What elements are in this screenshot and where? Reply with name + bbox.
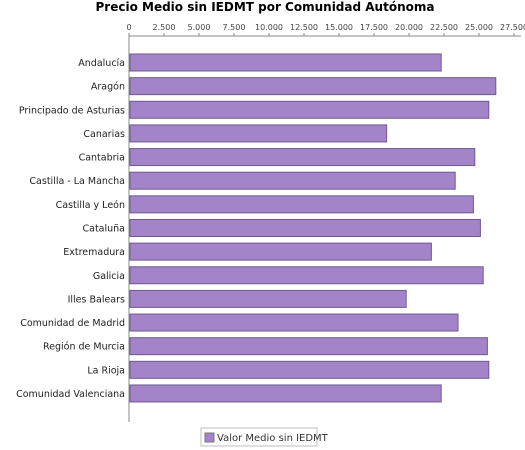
bar <box>129 77 497 96</box>
category-label: Castilla y León <box>56 200 125 211</box>
x-axis: 0 2.500 5.000 7.500 10.000 12.500 15.000 17.500… <box>126 23 525 37</box>
x-tick-label: 0 <box>126 23 131 32</box>
bar <box>129 266 484 285</box>
x-tick-label: 5.000 <box>188 23 211 32</box>
legend-box <box>200 427 318 447</box>
category-label: Comunidad de Madrid <box>20 318 125 329</box>
category-labels: Andalucía Aragón Principado de Asturias Can… <box>16 58 125 400</box>
category-label: Andalucía <box>78 58 125 69</box>
category-label: Canarias <box>83 129 125 140</box>
category-label: Illes Balears <box>68 294 125 305</box>
bar-series <box>129 53 497 403</box>
bar <box>129 148 476 167</box>
bar <box>129 53 442 72</box>
bar <box>129 218 481 237</box>
bar <box>129 337 488 356</box>
x-tick-label: 15.000 <box>325 23 353 32</box>
bar <box>129 100 490 119</box>
x-tick-label: 22.500 <box>430 23 458 32</box>
category-label: Principado de Asturias <box>19 105 125 116</box>
bar <box>129 289 407 308</box>
category-label: Región de Murcia <box>43 342 125 353</box>
category-label: Castilla - La Mancha <box>29 176 125 187</box>
category-label: Cataluña <box>82 223 125 234</box>
legend-label: Valor Medio sin IEDMT <box>217 433 329 444</box>
bar <box>129 195 474 214</box>
category-label: Comunidad Valenciana <box>16 389 125 400</box>
bar <box>129 360 490 379</box>
bar <box>129 171 456 190</box>
category-label: Galicia <box>93 271 125 282</box>
category-label: La Rioja <box>87 365 125 376</box>
x-tick-label: 7.500 <box>223 23 246 32</box>
x-tick-label: 25.000 <box>465 23 493 32</box>
x-tick-label: 27.500 <box>500 23 525 32</box>
legend-swatch <box>204 432 215 443</box>
bar <box>129 242 432 261</box>
category-label: Aragón <box>91 82 125 93</box>
bar <box>129 384 442 403</box>
x-tick-label: 20.000 <box>395 23 423 32</box>
x-tick-label: 10.000 <box>255 23 283 32</box>
bar <box>129 313 459 332</box>
category-label: Extremadura <box>63 247 125 258</box>
chart-title: Precio Medio sin IEDMT por Comunidad Aut… <box>96 0 435 14</box>
x-tick-label: 12.500 <box>290 23 318 32</box>
legend: Valor Medio sin IEDMT <box>200 427 329 447</box>
x-tick-label: 2.500 <box>153 23 176 32</box>
category-label: Cantabria <box>79 153 125 164</box>
x-tick-label: 17.500 <box>360 23 388 32</box>
bar <box>129 124 388 143</box>
